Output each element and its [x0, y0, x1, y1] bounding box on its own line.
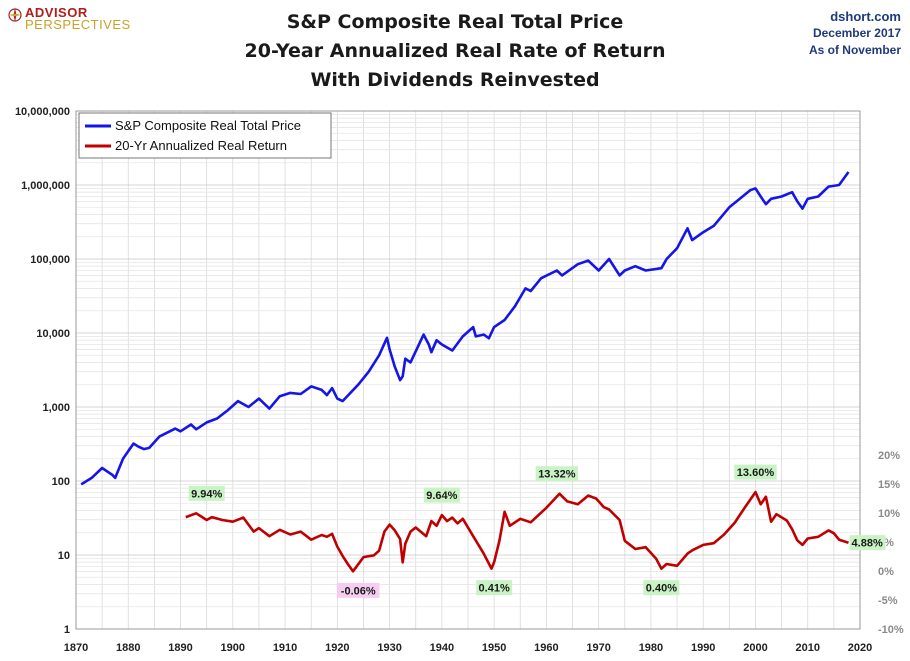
left-axis-tick-label: 100,000	[30, 254, 70, 266]
annotation-label-background	[188, 485, 225, 501]
x-axis-tick-label: 2020	[848, 642, 872, 654]
x-axis-tick-label: 1880	[116, 642, 140, 654]
advisor-perspectives-logo: ADVISOR PERSPECTIVES	[8, 5, 131, 32]
logo-line-1: ADVISOR	[25, 5, 88, 20]
left-axis-tick-label: 10,000	[36, 328, 70, 340]
left-axis-tick-label: 1,000,000	[21, 180, 70, 192]
annotation-label: 0.40%	[646, 583, 677, 595]
source-block: dshort.com December 2017 As of November	[809, 8, 901, 59]
annotation-label: 9.94%	[191, 488, 222, 500]
x-axis-tick-label: 2010	[795, 642, 819, 654]
compass-icon	[8, 8, 22, 22]
annotation-label-background	[337, 582, 380, 598]
x-axis-tick-label: 1900	[221, 642, 245, 654]
annotation-label-background	[423, 487, 460, 503]
legend: S&P Composite Real Total Price 20-Yr Annu…	[78, 112, 332, 159]
annotation-label: 4.88%	[852, 538, 883, 550]
right-axis-tick-label: 15%	[878, 479, 900, 491]
annotation-label: 0.41%	[479, 583, 510, 595]
source-asof: As of November	[808, 43, 901, 57]
x-axis-tick-label: 1970	[586, 642, 610, 654]
left-axis-tick-label: 1	[64, 624, 70, 636]
title-line-3: With Dividends Reinvested	[310, 69, 600, 91]
x-axis-tick-label: 2000	[743, 642, 767, 654]
series-lines	[80, 171, 850, 573]
legend-box	[78, 112, 332, 159]
chart-title: S&P Composite Real Total Price 20-Year A…	[0, 8, 910, 95]
source-site: dshort.com	[830, 9, 901, 24]
annotation-label-background	[643, 580, 680, 596]
left-axis-tick-label: 10	[58, 550, 70, 562]
annotation-label: -0.06%	[341, 585, 376, 597]
x-axis-tick-label: 1930	[377, 642, 401, 654]
return-series-line	[185, 490, 849, 573]
right-axis-tick-label: -5%	[878, 595, 898, 607]
annotation-label-background	[734, 464, 777, 480]
right-axis-tick-label: 10%	[878, 508, 900, 520]
price-series-line	[80, 171, 850, 486]
right-axis-tick-label: 0%	[878, 566, 894, 578]
x-axis-tick-label: 1890	[168, 642, 192, 654]
left-axis-tick-label: 1,000	[42, 402, 70, 414]
x-axis-ticks: 1870 1880 1890 1900 1910 1920 1930 1940 1950 1960…	[64, 642, 872, 654]
annotation-label: 13.60%	[737, 467, 775, 479]
x-axis-tick-label: 1940	[430, 642, 454, 654]
x-axis-tick-label: 1960	[534, 642, 558, 654]
legend-return-label: 20-Yr Annualized Real Return	[115, 138, 287, 153]
x-axis-tick-label: 1920	[325, 642, 349, 654]
legend-price-label: S&P Composite Real Total Price	[115, 118, 301, 133]
left-axis-ticks: 1 10 100 1,000 10,000 100,000 1,000,000 10,000,…	[15, 106, 70, 636]
title-line-2: 20-Year Annualized Real Rate of Return	[244, 40, 666, 62]
right-axis-tick-label: 20%	[878, 450, 900, 462]
source-date: December 2017	[812, 26, 901, 40]
annotation-label-background	[476, 580, 513, 596]
right-axis-tick-label: -10%	[878, 624, 904, 636]
x-axis-tick-label: 1990	[691, 642, 715, 654]
x-axis-tick-label: 1980	[639, 642, 663, 654]
annotation-label: 9.64%	[426, 490, 457, 502]
annotation-label-background	[849, 535, 886, 551]
x-axis-tick-label: 1950	[482, 642, 506, 654]
right-axis-ticks: 20%15%10%5%0%-5%-10%	[878, 450, 904, 636]
title-line-1: S&P Composite Real Total Price	[286, 11, 624, 33]
annotation-label: 13.32%	[538, 469, 576, 481]
plot-area-border	[75, 110, 861, 630]
x-axis-tick-label: 1910	[273, 642, 297, 654]
left-axis-tick-label: 10,000,000	[15, 106, 70, 118]
x-axis-tick-label: 1870	[64, 642, 88, 654]
left-axis-tick-label: 100	[52, 476, 70, 488]
grid-lines	[75, 111, 861, 630]
annotation-label-background	[535, 466, 579, 482]
annotations: 9.94% -0.06% 9.64% 0.41% 13.32% 0.40% 13.60% 4.…	[188, 464, 886, 598]
logo-line-2: PERSPECTIVES	[25, 17, 131, 32]
